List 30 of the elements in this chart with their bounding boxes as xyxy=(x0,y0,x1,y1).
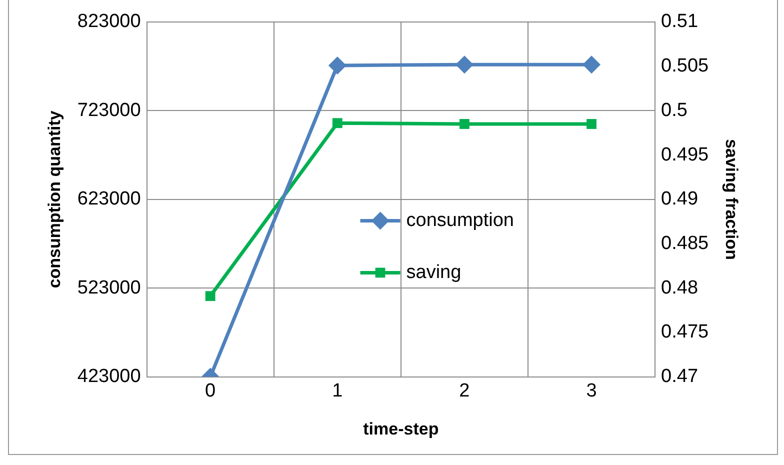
y2-tick-label: 0.5 xyxy=(661,100,688,121)
x-tick-label: 3 xyxy=(586,380,597,402)
x-tick-label: 0 xyxy=(205,380,216,402)
point xyxy=(582,56,601,74)
y2-tick-label: 0.49 xyxy=(661,188,698,210)
y2-tick-label: 0.47 xyxy=(661,366,698,388)
y2-tick-label: 0.51 xyxy=(661,11,698,32)
point xyxy=(455,56,474,74)
y-tick-label: 823000 xyxy=(77,11,141,32)
y-tick-label: 623000 xyxy=(77,188,141,210)
y-tick-label: 523000 xyxy=(77,277,141,298)
y2-tick-label: 0.505 xyxy=(661,56,709,77)
legend-label: saving xyxy=(406,262,462,283)
point xyxy=(205,291,216,302)
y2-tick-label: 0.495 xyxy=(661,144,709,166)
x-tick-label: 1 xyxy=(332,380,343,402)
point xyxy=(586,119,596,129)
y-tick-label: 423000 xyxy=(77,366,141,388)
point xyxy=(328,56,346,74)
legend-label: consumption xyxy=(406,210,514,231)
y2-tick-label: 0.475 xyxy=(661,322,709,343)
point xyxy=(460,119,470,129)
y2-tick-label: 0.48 xyxy=(661,277,698,298)
point xyxy=(332,118,342,128)
y-tick-label: 723000 xyxy=(77,100,141,121)
y2-axis-title: saving fraction xyxy=(722,138,742,260)
x-tick-label: 2 xyxy=(459,380,470,402)
x-axis-title: time-step xyxy=(363,419,439,438)
y2-tick-label: 0.485 xyxy=(661,232,709,254)
y-axis-title: consumption quantity xyxy=(44,110,64,288)
